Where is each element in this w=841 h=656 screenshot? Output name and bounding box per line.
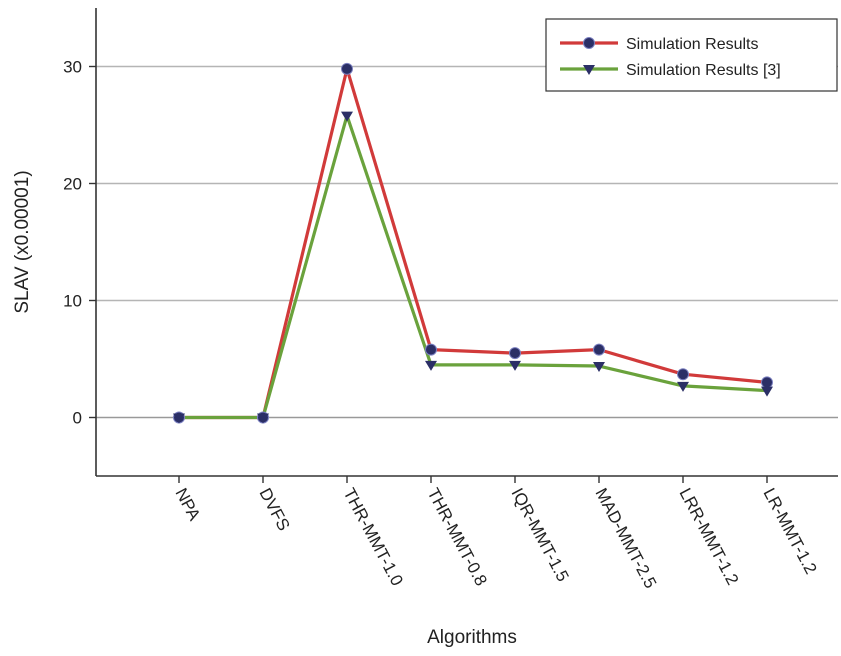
legend: Simulation Results Simulation Results [3] [545, 18, 838, 92]
series-line [177, 67, 769, 420]
data-point [761, 386, 773, 397]
axis-layer [89, 8, 838, 483]
legend-box [545, 18, 838, 92]
series-layer [173, 62, 773, 424]
data-point [257, 413, 269, 424]
legend-items: Simulation Results Simulation Results [3] [560, 36, 781, 79]
data-point [593, 362, 605, 373]
series-line [177, 114, 769, 420]
x-tick-label: LRR-MMT-1.2 [675, 485, 742, 588]
x-tick-label: MAD-MMT-2.5 [591, 485, 660, 591]
legend-marker [583, 65, 595, 75]
x-tick-label: LR-MMT-1.2 [759, 485, 820, 577]
data-point [677, 368, 689, 381]
data-point [509, 360, 521, 371]
label-layer: 0 10 20 30 NPA DVFS THR-MMT-1.0 THR-MMT-0.8 IQR-… [63, 58, 821, 592]
x-tick-label: THR-MMT-0.8 [423, 485, 490, 589]
data-point [425, 343, 437, 356]
data-point [425, 360, 437, 371]
data-point [173, 413, 185, 424]
y-axis-label: SLAV (x0.00001) [12, 170, 33, 313]
x-tick-label: IQR-MMT-1.5 [507, 485, 572, 585]
y-tick-label: 30 [63, 58, 82, 77]
data-point [761, 376, 773, 389]
x-tick-label: DVFS [255, 485, 293, 534]
legend-marker [583, 37, 595, 49]
data-point [593, 343, 605, 356]
x-axis-label: Algorithms [427, 627, 517, 648]
data-point [677, 381, 689, 392]
data-point [341, 111, 353, 122]
legend-label: Simulation Results [626, 36, 759, 53]
y-tick-label: 0 [73, 409, 82, 428]
y-tick-label: 10 [63, 292, 82, 311]
legend-label: Simulation Results [3] [626, 62, 781, 79]
x-tick-label: THR-MMT-1.0 [339, 485, 406, 589]
data-point [341, 62, 353, 75]
x-tick-label: NPA [171, 485, 204, 524]
data-point [509, 347, 521, 360]
y-tick-label: 20 [63, 175, 82, 194]
